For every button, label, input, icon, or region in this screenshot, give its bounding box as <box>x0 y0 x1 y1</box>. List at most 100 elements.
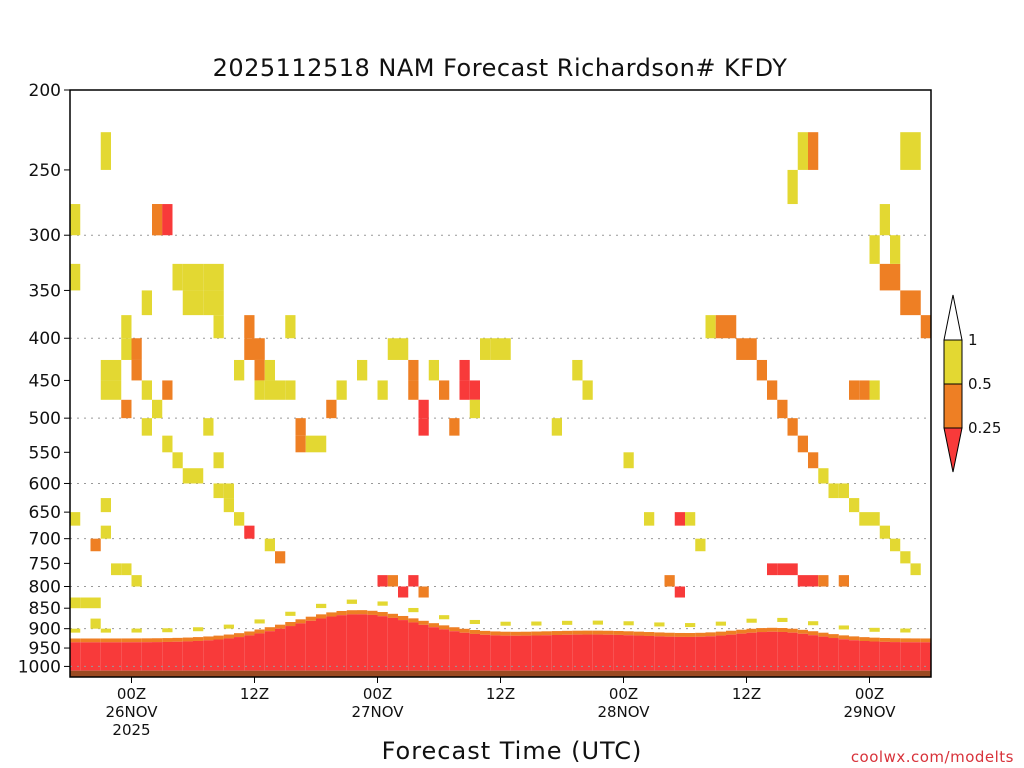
heatmap-cell <box>705 315 716 339</box>
heatmap-cell <box>695 538 706 552</box>
heatmap-cell <box>715 315 726 339</box>
heatmap-cell <box>551 418 562 436</box>
boundary-layer-fringe <box>264 627 275 632</box>
boundary-layer-speck <box>316 603 327 609</box>
boundary-layer-cell <box>264 631 275 671</box>
heatmap-cell <box>387 338 398 360</box>
heatmap-cell <box>162 380 173 400</box>
heatmap-cell <box>213 290 224 316</box>
y-tick-label: 850 <box>29 599 61 619</box>
heatmap-cell <box>869 380 880 400</box>
boundary-layer-fringe <box>808 631 819 636</box>
heatmap-cell <box>193 468 204 484</box>
heatmap-cell <box>264 380 275 400</box>
heatmap-cell <box>100 380 111 400</box>
heatmap-cell <box>746 338 757 360</box>
boundary-layer-speck <box>223 624 234 629</box>
boundary-layer-cell <box>828 638 839 671</box>
boundary-layer-fringe <box>879 638 890 642</box>
boundary-layer-fringe <box>193 637 204 641</box>
boundary-layer-cell <box>80 642 91 671</box>
boundary-layer-fringe <box>490 631 501 636</box>
x-tick-label: 00Z <box>363 685 392 703</box>
x-tick-label: 00Z <box>609 685 638 703</box>
y-tick-label: 750 <box>29 554 61 574</box>
boundary-layer-fringe <box>623 631 634 636</box>
boundary-layer-cell <box>623 635 634 671</box>
boundary-layer-cell <box>705 636 716 671</box>
boundary-layer-cell <box>849 640 860 671</box>
heatmap-cell <box>408 380 419 400</box>
boundary-layer-fringe <box>715 631 726 636</box>
heatmap-cell <box>459 380 470 400</box>
heatmap-cell <box>141 418 152 436</box>
boundary-layer-cell <box>664 636 675 671</box>
boundary-layer-fringe <box>510 631 521 636</box>
boundary-layer-cell <box>869 641 880 671</box>
heatmap-cell <box>890 235 901 264</box>
boundary-layer-cell <box>674 636 685 671</box>
x-tick-label: 2025 <box>112 721 150 739</box>
heatmap-cell <box>787 169 798 205</box>
boundary-layer-speck <box>838 625 849 630</box>
boundary-layer-fringe <box>900 638 911 643</box>
x-tick-label: 28NOV <box>597 703 650 721</box>
boundary-layer-fringe <box>736 629 747 634</box>
boundary-layer-cell <box>777 631 788 671</box>
boundary-layer-speck <box>346 599 357 604</box>
boundary-layer-fringe <box>746 628 757 633</box>
heatmap-cell <box>900 551 911 564</box>
boundary-layer-cell <box>510 635 521 671</box>
heatmap-cell <box>767 563 778 576</box>
heatmap-cell <box>326 399 337 419</box>
boundary-layer-cell <box>633 635 644 671</box>
heatmap-cell <box>111 380 122 400</box>
heatmap-cell <box>234 359 245 381</box>
y-tick-label: 500 <box>29 409 61 429</box>
boundary-layer-cell <box>644 635 655 671</box>
boundary-layer-cell <box>305 620 316 671</box>
boundary-layer-cell <box>182 641 193 671</box>
legend-bottom-arrow <box>943 427 963 473</box>
boundary-layer-cell <box>418 624 429 671</box>
boundary-layer-cell <box>582 634 593 671</box>
boundary-layer-fringe <box>582 630 593 635</box>
boundary-layer-cell <box>900 642 911 671</box>
heatmap-cell <box>644 512 655 526</box>
y-tick-label: 550 <box>29 443 61 463</box>
heatmap-cell <box>203 290 214 316</box>
heatmap-cell <box>223 498 234 513</box>
boundary-layer-fringe <box>305 616 316 621</box>
heatmap-cell <box>469 399 480 419</box>
plot-frame <box>69 89 932 678</box>
boundary-layer-cell <box>152 642 163 671</box>
boundary-layer-fringe <box>141 638 152 643</box>
color-legend: 1 0.5 0.25 <box>943 294 1001 473</box>
x-tick-label: 12Z <box>732 685 761 703</box>
heatmap-cell <box>674 586 685 598</box>
boundary-layer-fringe <box>572 630 583 635</box>
boundary-layer-cell <box>172 641 183 671</box>
boundary-layer-cell <box>275 628 286 671</box>
heatmap-cell <box>756 359 767 381</box>
boundary-layer-fringe <box>459 628 470 633</box>
heatmap-cell <box>131 338 142 360</box>
boundary-layer-cell <box>500 635 511 671</box>
heatmap-cell <box>121 563 132 576</box>
boundary-layer-speck <box>377 601 388 606</box>
boundary-layer-speck <box>193 627 204 632</box>
boundary-layer-speck <box>469 619 480 625</box>
boundary-layer-speck <box>131 628 142 633</box>
heatmap-cell <box>203 263 214 291</box>
boundary-layer-cell <box>920 642 931 671</box>
boundary-layer-fringe <box>275 624 286 629</box>
boundary-layer-cell <box>244 635 255 671</box>
heatmap-cell <box>70 597 81 609</box>
heatmap-cell <box>910 290 921 316</box>
boundary-layer-cell <box>715 635 726 671</box>
boundary-layer-cell <box>572 634 583 671</box>
heatmap-cell <box>213 263 224 291</box>
boundary-layer-cell <box>480 634 491 671</box>
heatmap-cell <box>408 575 419 587</box>
boundary-layer-fringe <box>531 631 542 636</box>
